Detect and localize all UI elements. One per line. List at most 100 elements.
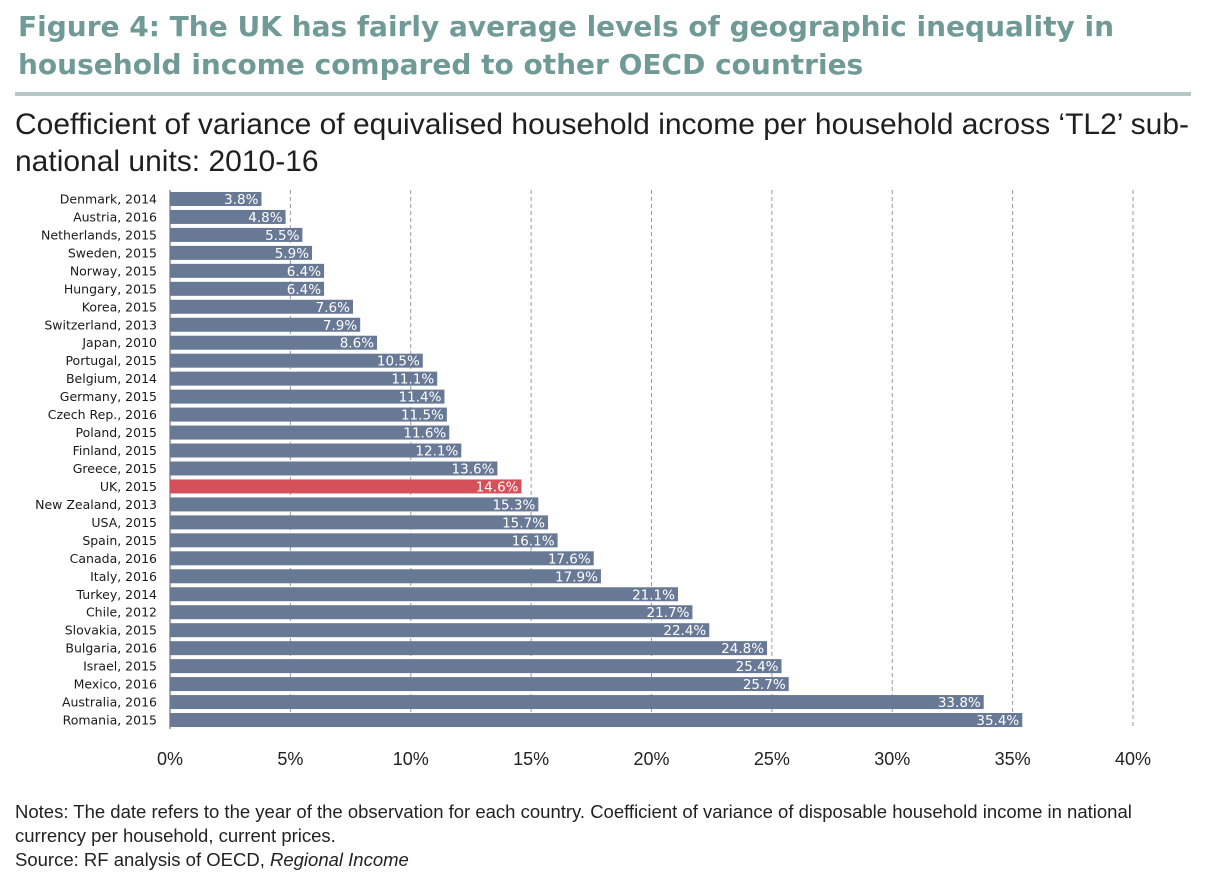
value-label: 16.1% [512,533,555,549]
bar [170,371,438,386]
bar [170,641,768,656]
bar [170,227,303,242]
bar [170,389,445,404]
bar [170,281,325,296]
value-label: 21.7% [647,605,690,621]
value-label: 5.9% [275,246,309,262]
bar [170,335,378,350]
category-label: Germany, 2015 [60,389,157,404]
x-axis-tick-labels: 0% 5% 10% 15% 20% 25% 30% 35% 40% [157,749,1151,769]
category-label: Romania, 2015 [63,713,157,728]
category-label: Bulgaria, 2016 [65,641,157,656]
category-labels: Denmark, 2014 Austria, 2016 Netherlands, 2… [35,191,157,727]
value-label: 5.5% [265,228,299,244]
source-title: Regional Income [269,849,409,870]
category-label: Australia, 2016 [62,695,157,710]
value-label: 10.5% [377,354,420,370]
bar [170,605,693,620]
value-label: 17.6% [548,551,591,567]
category-label: Austria, 2016 [73,209,157,224]
x-tick-label: 35% [995,749,1031,769]
value-label: 21.1% [632,587,675,603]
bar [170,443,462,458]
bar [170,497,539,512]
bar [170,551,594,566]
value-label: 11.1% [391,372,434,388]
category-label: Greece, 2015 [73,461,157,476]
bar [170,425,450,440]
category-label: Sweden, 2015 [68,245,157,260]
category-label: Korea, 2015 [82,299,157,314]
category-label: Netherlands, 2015 [41,227,157,242]
value-label: 25.7% [743,677,786,693]
bar [170,407,447,422]
category-label: Switzerland, 2013 [44,317,157,332]
bar [170,461,498,476]
bar [170,263,325,278]
x-tick-label: 5% [277,749,303,769]
x-tick-label: 30% [874,749,910,769]
category-label: Italy, 2016 [90,569,157,584]
bar-highlight [170,479,522,494]
category-label: Turkey, 2014 [76,587,157,602]
value-label: 6.4% [287,264,321,280]
category-label: Chile, 2012 [86,605,157,620]
source-prefix: Source: RF analysis of OECD, [15,849,270,870]
value-labels: 3.8% 4.8% 5.5% 5.9% 6.4% 6.4% 7.6% 7.9% 8.6%10.5… [224,192,1019,729]
value-label: 6.4% [287,282,321,298]
value-label: 14.6% [476,479,519,495]
category-label: UK, 2015 [100,479,157,494]
value-label: 22.4% [663,623,706,639]
category-label: Belgium, 2014 [66,371,157,386]
value-label: 15.3% [492,497,535,513]
figure-title: Figure 4: The UK has fairly average leve… [18,10,1115,81]
category-label: Portugal, 2015 [65,353,157,368]
category-label: Spain, 2015 [82,533,157,548]
bars [170,191,1023,728]
category-label: Slovakia, 2015 [65,623,157,638]
bar [170,533,558,548]
value-label: 35.4% [976,713,1019,729]
value-label: 33.8% [938,695,981,711]
value-label: 13.6% [452,461,495,477]
category-label: Japan, 2010 [81,335,157,350]
value-label: 7.9% [323,318,357,334]
notes: Notes: The date refers to the year of th… [15,800,1195,872]
category-label: Finland, 2015 [73,443,157,458]
bar [170,587,678,602]
x-tick-label: 25% [754,749,790,769]
bar [170,245,313,260]
x-tick-label: 20% [633,749,669,769]
value-label: 11.4% [399,390,442,406]
bar [170,353,423,368]
category-label: Israel, 2015 [83,659,157,674]
category-label: Mexico, 2016 [74,677,157,692]
value-label: 8.6% [340,336,374,352]
category-label: Canada, 2016 [70,551,157,566]
value-label: 17.9% [555,569,598,585]
bar [170,209,286,224]
source-line: Source: RF analysis of OECD, Regional In… [15,848,1195,872]
value-label: 4.8% [248,210,282,226]
bar [170,695,984,710]
x-tick-label: 15% [513,749,549,769]
value-label: 25.4% [736,659,779,675]
value-label: 24.8% [721,641,764,657]
bar [170,623,710,638]
x-tick-label: 0% [157,749,183,769]
chart-subtitle: Coefficient of variance of equivalised h… [15,108,1190,178]
x-tick-label: 40% [1115,749,1151,769]
bar [170,659,782,674]
notes-text: Notes: The date refers to the year of th… [15,801,1132,846]
value-label: 7.6% [316,300,350,316]
value-label: 3.8% [224,192,258,208]
category-label: New Zealand, 2013 [35,497,157,512]
gridlines [169,190,1134,729]
category-label: Norway, 2015 [70,263,157,278]
bar [170,191,262,206]
bar [170,515,548,530]
value-label: 11.5% [401,408,444,424]
title-divider [15,92,1191,96]
category-label: Poland, 2015 [76,425,158,440]
bar [170,299,353,314]
